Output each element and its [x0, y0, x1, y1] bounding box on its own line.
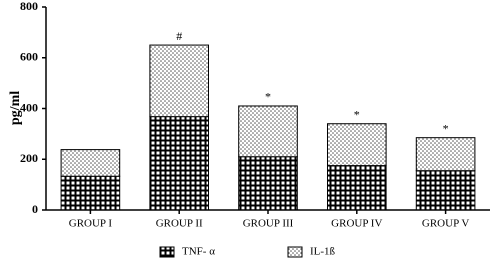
x-tick-label: GROUP II	[156, 218, 203, 230]
y-tick-label: 800	[20, 0, 38, 13]
bar-segment	[238, 105, 298, 158]
bar-segment	[60, 149, 121, 177]
bar-segment	[149, 116, 210, 211]
legend-label: IL-1ß	[310, 246, 336, 258]
bar-segment	[326, 165, 387, 211]
y-tick-label: 600	[20, 50, 38, 64]
x-tick-label: GROUP III	[243, 218, 294, 230]
y-tick-label: 200	[20, 151, 38, 165]
significance-marker: #	[176, 29, 182, 43]
legend-label: TNF- α	[182, 246, 215, 258]
bar-segment	[60, 175, 121, 211]
significance-marker: *	[354, 107, 360, 121]
significance-marker: *	[443, 121, 449, 135]
bar-segment	[415, 170, 476, 211]
bar-segment	[326, 123, 387, 167]
significance-marker: *	[265, 90, 271, 104]
y-axis-label: pg/ml	[8, 91, 23, 125]
bar-segment	[238, 156, 298, 211]
x-tick-label: GROUP IV	[331, 218, 382, 230]
x-tick-label: GROUP V	[422, 218, 469, 230]
y-tick-label: 0	[32, 202, 38, 216]
y-tick-label: 400	[20, 100, 38, 114]
legend-swatch	[287, 246, 303, 258]
bar-segment	[149, 44, 210, 118]
legend-swatch	[159, 246, 175, 258]
bar-segment	[415, 137, 476, 172]
x-tick-label: GROUP I	[69, 218, 113, 230]
